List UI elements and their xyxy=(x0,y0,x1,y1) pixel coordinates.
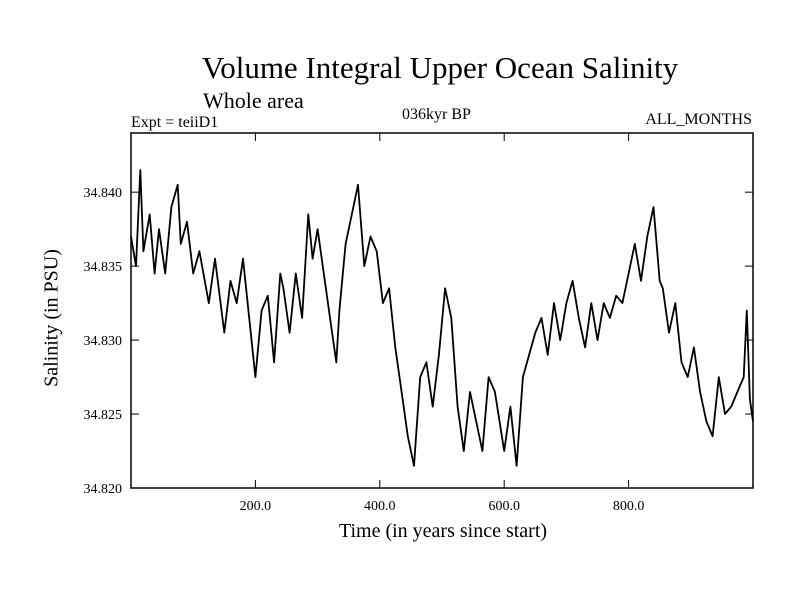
x-tick-label: 800.0 xyxy=(613,499,645,514)
x-tick-label: 200.0 xyxy=(240,499,272,514)
plot-frame xyxy=(130,132,754,489)
chart-title: Volume Integral Upper Ocean Salinity xyxy=(201,50,679,85)
series-line xyxy=(130,169,754,467)
x-axis-label: Time (in years since start) xyxy=(338,520,548,542)
y-tick-label: 34.830 xyxy=(84,334,123,349)
y-ticks: 34.820 34.825 34.830 34.835 34.840 xyxy=(84,186,753,497)
experiment-label: Expt = teiiD1 xyxy=(131,114,219,131)
y-tick-label: 34.840 xyxy=(84,186,123,201)
period-label: 036kyr BP xyxy=(402,106,471,123)
x-ticks: 200.0 400.0 600.0 800.0 xyxy=(240,133,645,514)
series-group xyxy=(130,169,754,467)
y-tick-label: 34.825 xyxy=(84,408,123,423)
x-tick-label: 400.0 xyxy=(364,499,396,514)
x-tick-label: 600.0 xyxy=(488,499,520,514)
y-tick-label: 34.835 xyxy=(84,260,123,275)
chart-subtitle: Whole area xyxy=(203,88,304,113)
months-label: ALL_MONTHS xyxy=(645,111,752,128)
y-tick-label: 34.820 xyxy=(84,482,123,497)
